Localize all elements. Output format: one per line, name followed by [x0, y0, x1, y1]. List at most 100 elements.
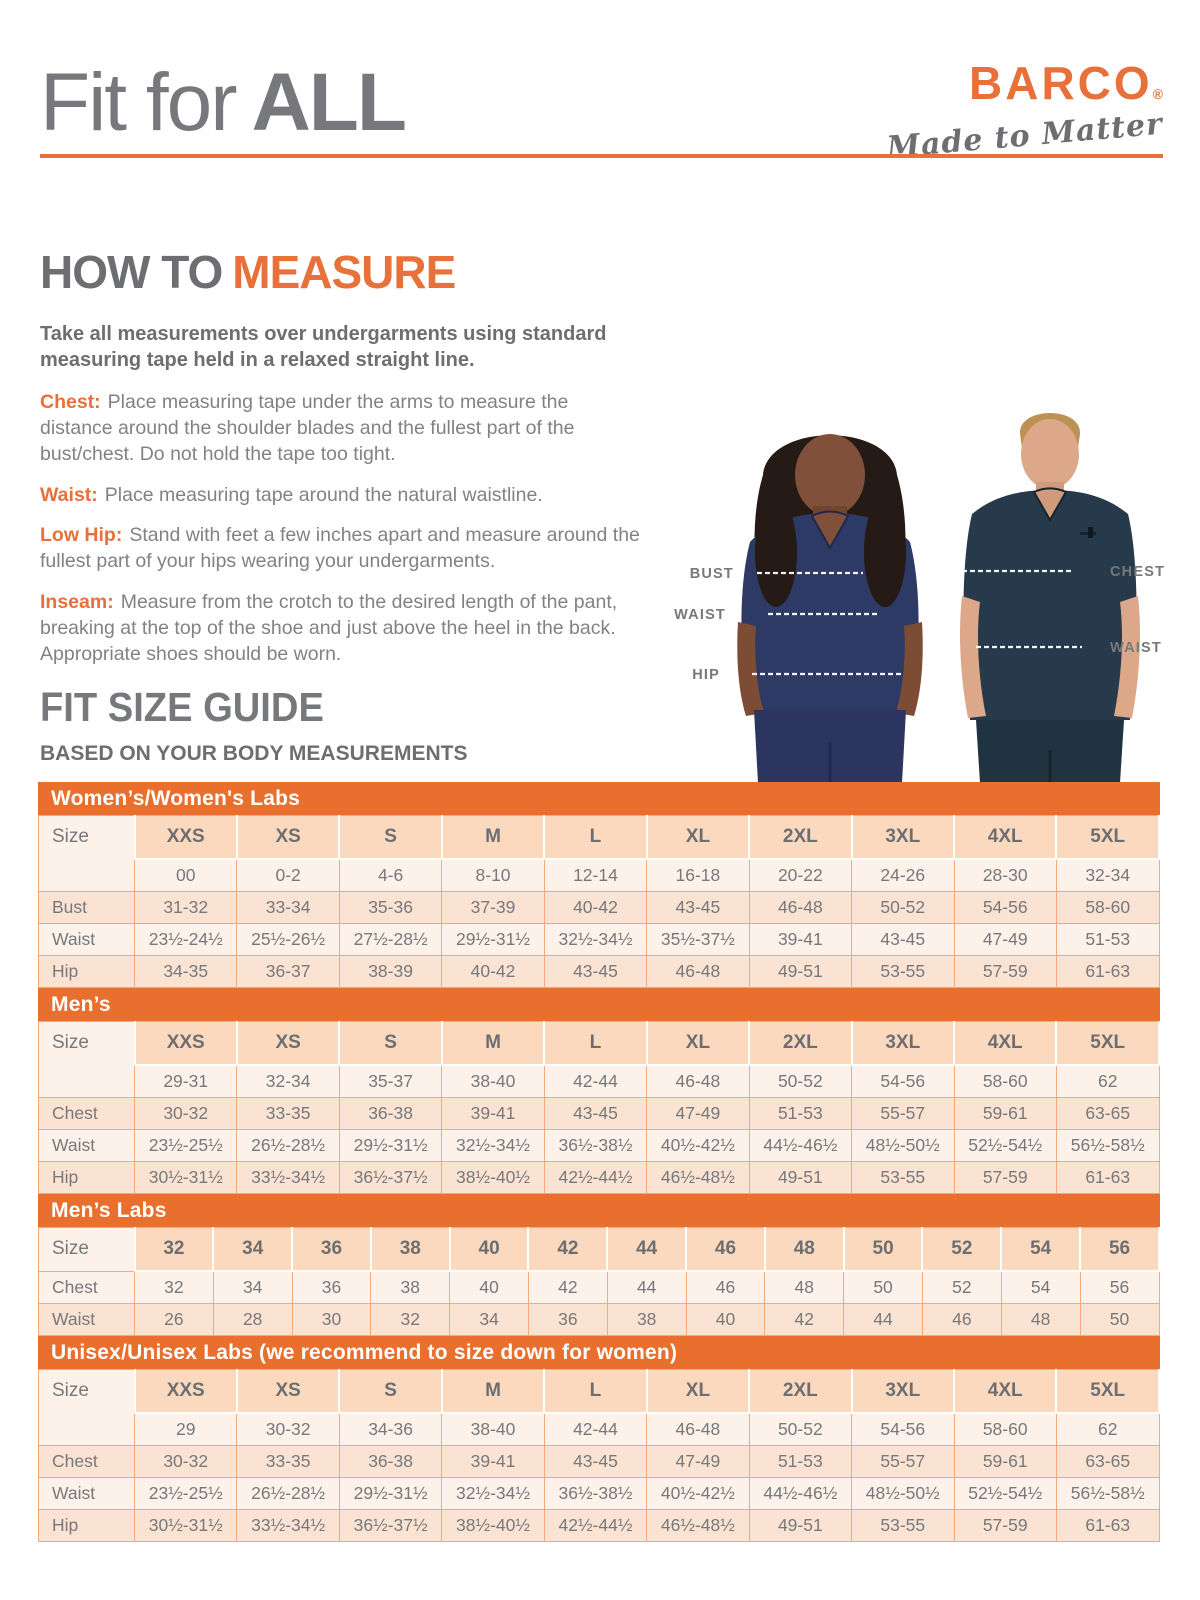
size-header-cell: 5XL	[1055, 1369, 1160, 1414]
table-header-row: Size XXS XS S M L XL 2XL 3XL 4XL 5XL	[38, 815, 1160, 892]
measure-item-text: Stand with feet a few inches apart and m…	[40, 524, 640, 573]
fit-size-guide-title: FIT SIZE GUIDE	[40, 684, 324, 730]
table-cell: 44	[606, 1270, 687, 1304]
table-row: Waist 26 28 30 32 34 36 38 40 42 44 46 48 50	[38, 1303, 1160, 1336]
table-row: Chest 32 34 36 38 40 42 44 46 48 50 52 54 56	[38, 1270, 1160, 1304]
row-label: Hip	[38, 955, 135, 988]
table-cell: 46	[685, 1270, 766, 1304]
table-cell: 46-48	[646, 1412, 750, 1446]
table-cell: 29½-31½	[338, 1129, 443, 1162]
measure-item-text: Place measuring tape around the natural …	[104, 483, 543, 506]
table-row: Hip 30½-31½ 33½-34½ 36½-37½ 38½-40½ 42½-44½ 46…	[38, 1509, 1160, 1542]
table-row: Hip 30½-31½ 33½-34½ 36½-37½ 38½-40½ 42½-44½ 46…	[38, 1161, 1160, 1194]
table-cell: 31-32	[133, 891, 238, 924]
row-label: Waist	[38, 923, 135, 956]
table-cell: 62	[1055, 1064, 1160, 1098]
table-cell: 30	[291, 1303, 372, 1336]
table-cell: 25½-26½	[236, 923, 340, 956]
table-cell: 48½-50½	[851, 1129, 955, 1162]
size-header-cell: XS	[235, 1369, 341, 1414]
size-header-cell: 40	[448, 1227, 530, 1272]
table-cell: 36	[291, 1270, 372, 1304]
size-header-cell: 32	[133, 1227, 215, 1272]
size-label-cell: Size	[38, 1227, 135, 1272]
table-cell: 58-60	[953, 1412, 1057, 1446]
table-cell: 38-39	[338, 955, 443, 988]
table-cell: 47-49	[646, 1445, 750, 1478]
table-cell: 49-51	[748, 955, 853, 988]
waist-left-label: WAIST	[674, 607, 726, 623]
size-label-cell: Size	[38, 1021, 135, 1098]
table-cell: 40½-42½	[646, 1129, 750, 1162]
table-cell: 48	[764, 1270, 845, 1304]
row-label: Chest	[38, 1097, 135, 1130]
size-header-cell: 34	[212, 1227, 294, 1272]
table-cell: 57-59	[953, 955, 1057, 988]
measure-item-low-hip: Low Hip: Stand with feet a few inches apa…	[40, 523, 640, 575]
table-cell: 63-65	[1055, 1445, 1160, 1478]
table-cell: 54-56	[851, 1064, 955, 1098]
table-cell: 16-18	[646, 858, 750, 892]
table-cell: 4-6	[338, 858, 443, 892]
brand-name: BARCO®	[886, 60, 1163, 106]
table-cell: 53-55	[851, 1509, 955, 1542]
table-cell: 37-39	[441, 891, 545, 924]
table-cell: 42½-44½	[543, 1161, 648, 1194]
size-header-cell: 36	[291, 1227, 372, 1272]
table-cell: 39-41	[441, 1445, 545, 1478]
size-header-cell: 48	[763, 1227, 845, 1272]
table-cell: 32	[134, 1270, 214, 1304]
size-header-cell: 52	[921, 1227, 1003, 1272]
table-cell: 56½-58½	[1055, 1129, 1160, 1162]
size-label-cell: Size	[38, 815, 135, 892]
table-cell: 43-45	[543, 1445, 648, 1478]
row-label: Waist	[38, 1477, 135, 1510]
size-header-cell: XXS	[133, 815, 238, 860]
size-header-cell: 5XL	[1055, 1021, 1160, 1066]
how-to-measure-section: HOW TO MEASURE Take all measurements over…	[40, 245, 640, 683]
table-cell: 48	[1000, 1303, 1081, 1336]
table-cell: 24-26	[851, 858, 955, 892]
numeric-size-row: 00 0-2 4-6 8-10 12-14 16-18 20-22 24-26 28-30 32-…	[39, 858, 1160, 892]
size-header-cell: S	[338, 1021, 443, 1066]
row-label: Hip	[38, 1161, 135, 1194]
table-cell: 38-40	[441, 1412, 545, 1446]
table-row: Hip 34-35 36-37 38-39 40-42 43-45 46-48 49-51 53…	[38, 955, 1160, 988]
table-cell: 29	[133, 1412, 238, 1446]
how-to-measure-title: HOW TO MEASURE	[40, 245, 640, 299]
table-row: Waist 23½-24½ 25½-26½ 27½-28½ 29½-31½ 32½-34½…	[38, 923, 1160, 956]
table-cell: 42	[527, 1270, 608, 1304]
table-cell: 61-63	[1055, 1509, 1160, 1542]
hip-label: HIP	[692, 667, 720, 683]
table-cell: 58-60	[1055, 891, 1160, 924]
table-cell: 62	[1055, 1412, 1160, 1446]
table-cell: 36½-38½	[543, 1129, 648, 1162]
table-cell: 28	[212, 1303, 293, 1336]
row-label: Waist	[38, 1303, 135, 1336]
table-cell: 36-38	[338, 1445, 443, 1478]
table-cell: 54-56	[953, 891, 1057, 924]
table-cell: 44½-46½	[748, 1129, 853, 1162]
size-header-cell: 2XL	[748, 1369, 853, 1414]
size-header-cell: XS	[235, 1021, 341, 1066]
row-label: Chest	[38, 1445, 135, 1478]
row-label: Waist	[38, 1129, 135, 1162]
table-cell: 29-31	[133, 1064, 238, 1098]
table-cell: 34	[449, 1303, 529, 1336]
table-cell: 52	[921, 1270, 1002, 1304]
table-cell: 30-32	[236, 1412, 340, 1446]
table-cell: 52½-54½	[953, 1477, 1057, 1510]
size-header-cell: XL	[645, 1369, 751, 1414]
measure-item-label: Inseam:	[40, 591, 114, 614]
table-cell: 35-36	[338, 891, 443, 924]
table-cell: 46½-48½	[646, 1509, 750, 1542]
size-header-cell: 50	[842, 1227, 924, 1272]
size-header-cell: M	[440, 1021, 546, 1066]
table-row: Chest 30-32 33-35 36-38 39-41 43-45 47-49 51-53…	[38, 1097, 1160, 1130]
table-header-row: Size XXS XS S M L XL 2XL 3XL 4XL 5XL	[38, 1021, 1160, 1098]
table-cell: 40-42	[543, 891, 648, 924]
numeric-size-row: 29 30-32 34-36 38-40 42-44 46-48 50-52 54-56 58-…	[39, 1412, 1160, 1446]
table-cell: 46	[921, 1303, 1002, 1336]
table-cell: 51-53	[748, 1445, 853, 1478]
